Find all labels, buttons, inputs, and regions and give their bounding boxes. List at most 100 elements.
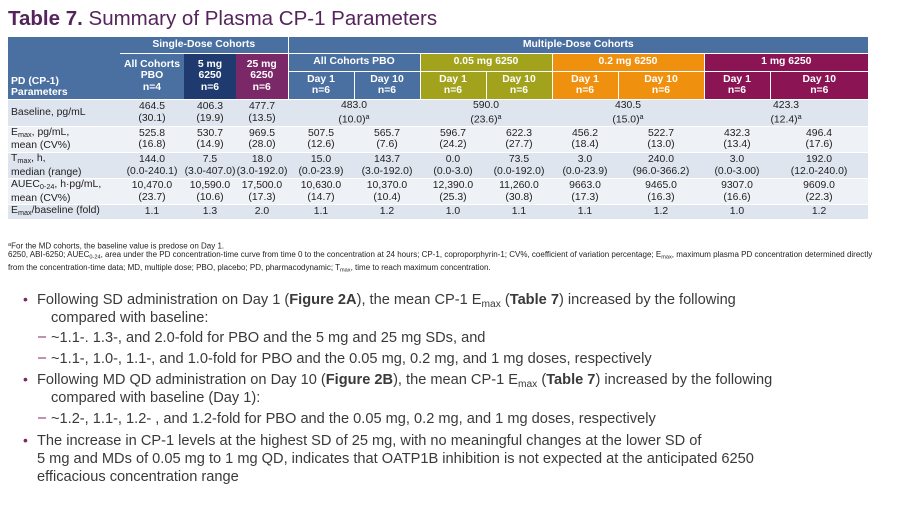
- footnote-subscript: max: [661, 254, 672, 261]
- cell-spread: (23.7): [138, 191, 166, 203]
- row-header-line1: PD (CP-1): [11, 75, 59, 87]
- table-cell: 530.7 (14.9): [184, 126, 236, 153]
- footnote-text: , maximum plasma PD concentration determ…: [8, 250, 873, 272]
- label-text: /baseline (fold): [31, 205, 100, 217]
- subheader-day1: Day 1 n=6: [419, 71, 486, 100]
- table-cell: 2.0: [236, 204, 288, 220]
- table-row-auec: AUEC0-24, h·pg/mL, mean (CV%) 10,470.0 (23…: [8, 178, 869, 206]
- table-cell: 483.0 (10.0)a: [288, 99, 420, 127]
- cell-value: 143.7: [373, 154, 400, 166]
- table-cell: 17,500.0 (17.3): [236, 178, 288, 206]
- n-label: n=6: [651, 85, 671, 96]
- cell-spread: (17.3): [248, 191, 276, 203]
- table-cell: 1.0: [420, 204, 486, 220]
- table-cell: 10,630.0 (14.7): [288, 178, 354, 206]
- cell-spread: (3.0-407.0): [184, 165, 236, 177]
- cell-spread: (0.0-23.9): [562, 165, 608, 177]
- cell-spread: (7.6): [376, 139, 398, 151]
- cell-value: 430.5: [614, 99, 641, 111]
- table-cell: 477.7 (13.5): [236, 99, 288, 127]
- bullet-marker: •: [23, 291, 28, 307]
- cell-value: 483.0: [340, 99, 367, 111]
- table-cell: 73.5 (0.0-192.0): [486, 152, 552, 180]
- table-cell: 3.0 (0.0-23.9): [552, 152, 618, 180]
- bullet-conclusion-line1: The increase in CP-1 levels at the highe…: [37, 433, 702, 449]
- cell-spread: (96.0-366.2): [632, 165, 690, 177]
- cell-spread: (0.0-3.00): [714, 165, 760, 177]
- cell-value: 423.3: [773, 99, 800, 111]
- row-label: Tmax, h, median (range): [8, 152, 120, 180]
- table-cell: 432.3 (13.4): [704, 126, 770, 153]
- cell-spread: (17.6): [805, 139, 833, 151]
- day-label: Day 10: [802, 73, 837, 85]
- cell-spread: (30.8): [505, 191, 533, 203]
- col-header-sd-5mg: 5 mg 6250 n=6: [184, 53, 236, 100]
- footnote-text: , time to reach maximum concentration.: [350, 262, 491, 272]
- label-text: mean (CV%): [11, 140, 71, 152]
- col-header-n: n=6: [252, 81, 271, 93]
- cell-spread: (16.6): [723, 191, 751, 203]
- footnote-abbreviations: 6250, ABI-6250; AUEC0-24, area under the…: [8, 250, 878, 275]
- cell-spread: (10.4): [373, 191, 401, 203]
- cell-spread: (16.8): [138, 139, 166, 151]
- cell-value: 10,630.0: [300, 180, 342, 192]
- title-text: Summary of Plasma CP-1 Parameters: [88, 7, 438, 30]
- n-label: n=6: [575, 85, 595, 96]
- cell-spread: (23.6): [470, 114, 498, 126]
- footnote-a: aFor the MD cohorts, the baseline value …: [8, 240, 878, 252]
- day-label: Day 1: [723, 73, 751, 85]
- cell-spread: (12.4): [770, 114, 798, 126]
- bullet-conclusion-line2: 5 mg and MDs of 0.05 mg to 1 mg QD, indi…: [37, 451, 754, 467]
- table-cell: 525.8 (16.8): [120, 126, 184, 153]
- row-label: Emax/baseline (fold): [8, 204, 120, 220]
- cell-spread: (19.9): [196, 112, 224, 124]
- label-subscript: max: [17, 156, 32, 166]
- bullet-text: ), the mean CP-1 E: [393, 372, 518, 388]
- row-header-cell: PD (CP-1) Parameters: [8, 37, 120, 100]
- group-header-single-dose: Single-Dose Cohorts: [120, 37, 288, 54]
- col-header-md-1mg: 1 mg 6250: [703, 53, 869, 72]
- footnote-marker: a: [639, 112, 644, 121]
- col-header-line: PBO: [140, 70, 164, 82]
- table-row-emax: Emax, pg/mL, mean (CV%) 525.8 (16.8) 530.7…: [8, 126, 869, 153]
- cell-value: 525.8: [138, 127, 165, 139]
- subheader-day1: Day 1 n=6: [551, 71, 618, 100]
- table-cell: 496.4 (17.6): [770, 126, 869, 153]
- bullet-subscript: max: [517, 379, 538, 391]
- table-cell: 143.7 (3.0-192.0): [354, 152, 420, 180]
- cell-spread: (0.0-3.0): [433, 165, 473, 177]
- col-header-n: n=4: [142, 81, 162, 93]
- table-cell: 12,390.0 (25.3): [420, 178, 486, 206]
- subbullet-md: ~1.2-, 1.1-, 1.2- , and 1.2-fold for PBO…: [51, 411, 656, 427]
- subbullet-marker: –: [38, 410, 47, 426]
- cell-spread: (0.0-192.0): [493, 165, 545, 177]
- label-text: E: [11, 126, 18, 138]
- label-subscript: max: [17, 129, 32, 139]
- cell-spread: (25.3): [439, 191, 467, 203]
- page-title: Table 7. Summary of Plasma CP-1 Paramete…: [8, 7, 437, 31]
- subheader-day10: Day 10 n=6: [617, 71, 704, 100]
- cell-value: 10,590.0: [189, 180, 231, 192]
- cell-value: 596.7: [439, 127, 466, 139]
- cell-value: 406.3: [196, 101, 223, 113]
- cell-value: 15.0: [310, 154, 332, 166]
- footnote-subscript: 0-24: [89, 254, 101, 261]
- table-cell: 622.3 (27.7): [486, 126, 552, 153]
- table-cell: 9663.0 (17.3): [552, 178, 618, 206]
- cell-value: 522.7: [647, 127, 674, 139]
- cell-spread: (12.0-240.0): [790, 165, 848, 177]
- col-header-line: 6250: [250, 70, 274, 82]
- n-label: n=6: [443, 85, 463, 96]
- table-cell: 1.2: [770, 204, 869, 220]
- cell-value: 192.0: [806, 154, 833, 166]
- cell-value: 477.7: [248, 101, 275, 113]
- label-subscript: 0-24: [39, 182, 55, 192]
- cell-value: 7.5: [202, 154, 218, 166]
- table-cell: 144.0 (0.0-240.1): [120, 152, 184, 180]
- table-cell: 590.0 (23.6)a: [420, 99, 552, 127]
- cell-value: 10,370.0: [366, 180, 408, 192]
- table-cell: 10,370.0 (10.4): [354, 178, 420, 206]
- cell-value: 240.0: [647, 154, 674, 166]
- n-label: n=6: [727, 85, 747, 96]
- table-cell: 10,470.0 (23.7): [120, 178, 184, 206]
